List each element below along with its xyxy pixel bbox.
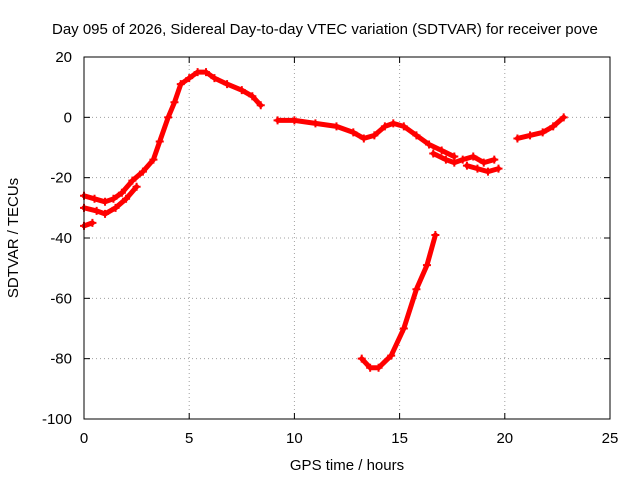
series-segment-8	[357, 230, 440, 372]
data-point	[389, 119, 398, 128]
data-point	[473, 164, 482, 173]
x-tick-label: 25	[602, 430, 619, 447]
series-segment-7	[513, 113, 568, 143]
x-tick-label: 5	[185, 430, 193, 447]
series-line	[464, 163, 501, 175]
data-point	[359, 134, 368, 143]
y-tick-label: -100	[42, 411, 72, 428]
y-tick-label: -20	[50, 170, 72, 187]
data-point	[273, 116, 282, 125]
x-tick-label: 10	[286, 430, 303, 447]
x-tick-label: 0	[80, 430, 88, 447]
y-tick-label: 0	[64, 109, 72, 126]
data-point	[193, 68, 202, 77]
data-point	[549, 122, 558, 131]
data-point	[412, 131, 421, 140]
data-point	[431, 230, 440, 239]
data-point	[412, 285, 421, 294]
data-point	[437, 146, 446, 155]
data-point	[202, 68, 211, 77]
data-point	[92, 206, 101, 215]
data-point	[122, 194, 131, 203]
data-point	[101, 209, 110, 218]
data-point	[441, 155, 450, 164]
data-point	[128, 176, 137, 185]
data-point	[387, 351, 396, 360]
data-point	[332, 122, 341, 131]
data-point	[185, 74, 194, 83]
y-tick-label: -40	[50, 230, 72, 247]
data-point	[256, 101, 265, 110]
data-point	[237, 86, 246, 95]
data-point	[176, 80, 185, 89]
data-point	[138, 167, 147, 176]
data-point	[117, 188, 126, 197]
data-point	[155, 137, 164, 146]
series-line	[81, 69, 264, 205]
data-point	[526, 131, 535, 140]
plot-frame	[83, 56, 611, 420]
data-point	[422, 261, 431, 270]
data-point	[399, 324, 408, 333]
data-point	[458, 155, 467, 164]
data-point	[88, 218, 97, 227]
x-axis-label: GPS time / hours	[290, 457, 404, 474]
data-point	[210, 74, 219, 83]
data-point	[538, 128, 547, 137]
series-line	[430, 151, 497, 166]
data-point	[90, 194, 99, 203]
data-point	[366, 363, 375, 372]
data-point	[170, 98, 179, 107]
series-segment-6	[462, 161, 503, 176]
data-point	[149, 155, 158, 164]
y-tick-label: -80	[50, 351, 72, 368]
series-segment-1	[80, 68, 265, 206]
data-point	[490, 155, 499, 164]
series-segment-4	[273, 116, 459, 161]
data-point	[290, 116, 299, 125]
data-point	[559, 113, 568, 122]
data-point	[132, 182, 141, 191]
data-point	[111, 203, 120, 212]
data-point	[469, 152, 478, 161]
series-segment-5	[429, 149, 499, 167]
data-point	[462, 161, 471, 170]
data-point	[479, 158, 488, 167]
y-tick-label: -60	[50, 290, 72, 307]
data-point	[450, 158, 459, 167]
series-segment-3	[80, 218, 97, 230]
data-point	[101, 197, 110, 206]
data-point	[374, 363, 383, 372]
y-axis-label: SDTVAR / TECUs	[5, 178, 22, 298]
data-point	[248, 92, 257, 101]
x-tick-label: 20	[496, 430, 513, 447]
data-point	[483, 167, 492, 176]
data-point	[357, 354, 366, 363]
data-point	[425, 140, 434, 149]
data-point	[223, 80, 232, 89]
y-tick-label: 20	[55, 49, 72, 66]
plot-series	[80, 68, 568, 372]
data-point	[399, 122, 408, 131]
data-point	[494, 164, 503, 173]
data-point	[349, 128, 358, 137]
chart-title: Day 095 of 2026, Sidereal Day-to-day VTE…	[52, 21, 598, 38]
data-point	[513, 134, 522, 143]
data-point	[429, 149, 438, 158]
data-point	[109, 194, 118, 203]
data-point	[380, 122, 389, 131]
x-tick-label: 15	[391, 430, 408, 447]
ticks: 0 5 10 15 20 25 -100 -80 -60 -40 -20 0 20	[42, 49, 618, 447]
data-point	[164, 113, 173, 122]
series-line	[514, 114, 567, 141]
data-point	[370, 131, 379, 140]
data-point	[311, 119, 320, 128]
series-line	[359, 232, 438, 371]
grid	[84, 57, 610, 419]
